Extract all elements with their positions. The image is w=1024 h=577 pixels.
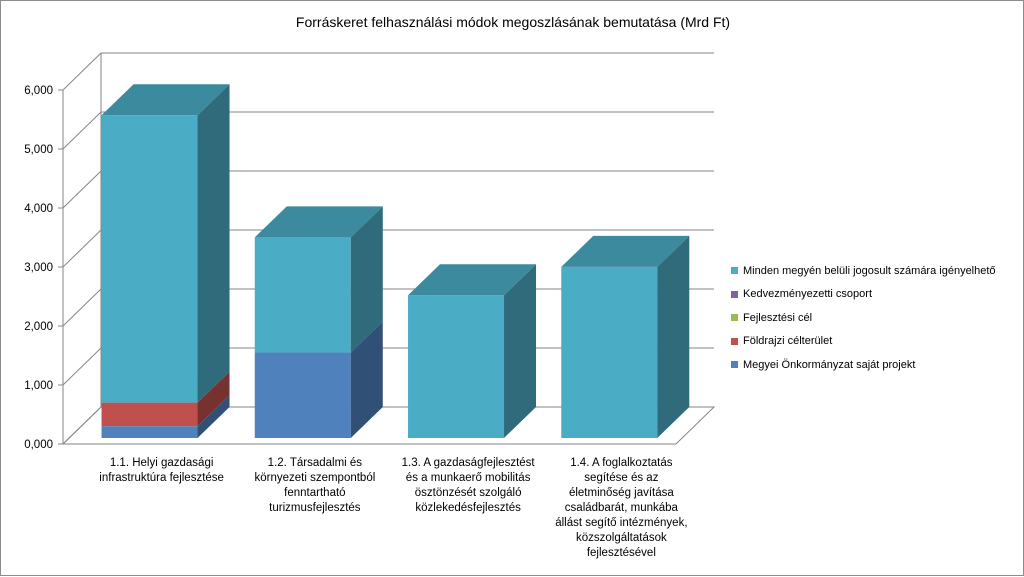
- x-tick-label: 1.2. Társadalmi és környezeti szempontból…: [240, 456, 390, 516]
- y-tick-label: 6,000: [24, 85, 53, 97]
- bar-top: [254, 206, 383, 238]
- bar-top: [101, 84, 230, 116]
- bar-segment: [254, 352, 351, 438]
- legend-item: Földrajzi célterület: [731, 330, 996, 354]
- y-tick-label: 2,000: [24, 321, 53, 333]
- legend-item: Kedvezményezetti csoport: [731, 283, 996, 307]
- legend-swatch: [731, 290, 738, 298]
- gridline-side: [62, 229, 102, 268]
- legend-swatch: [731, 267, 738, 275]
- gridline-side: [62, 347, 102, 386]
- chart-legend: Minden megyén belüli jogosult számára ig…: [731, 259, 996, 377]
- x-tick-label: 1.4. A foglalkoztatás segítése és az életm…: [546, 456, 696, 561]
- x-tick-label-line: közlekedésfejlesztés: [415, 502, 521, 514]
- x-tick-label-line: 1.4. A foglalkoztatás: [570, 457, 673, 469]
- y-tick-label: 5,000: [24, 144, 53, 156]
- gridline-side: [62, 52, 102, 91]
- y-tick-label: 3,000: [24, 262, 53, 274]
- legend-label: Megyei Önkormányzat saját projekt: [743, 358, 916, 371]
- legend-item: Minden megyén belüli jogosult számára ig…: [731, 259, 996, 283]
- bar-top: [561, 235, 690, 267]
- x-tick-label-line: turizmusfejlesztés: [269, 502, 361, 514]
- bar-segment: [408, 295, 505, 438]
- x-tick-label-line: életminőség javítása: [568, 487, 674, 499]
- gridline-side: [62, 288, 102, 327]
- legend-item: Megyei Önkormányzat saját projekt: [731, 353, 996, 377]
- bar-segment-side: [657, 235, 690, 438]
- x-tick-label-line: fejlesztésével: [586, 547, 656, 559]
- y-tick-label: 0,000: [24, 439, 53, 451]
- chart-title: Forráskeret felhasználási módok megoszlá…: [295, 14, 731, 30]
- x-tick-label-line: 1.2. Társadalmi és: [267, 457, 363, 469]
- legend-label: Minden megyén belüli jogosult számára ig…: [743, 264, 996, 277]
- legend-item: Fejlesztési cél: [731, 306, 996, 330]
- x-tick-label-line: segítése és az: [584, 472, 659, 484]
- bar-segment-side: [197, 84, 230, 403]
- legend-swatch: [731, 337, 738, 345]
- x-tick-label-line: családbarát, munkába: [564, 502, 678, 514]
- bar-segment-side: [504, 264, 537, 438]
- y-tick-label: 1,000: [24, 380, 53, 392]
- legend-swatch: [731, 314, 738, 322]
- x-tick-label-line: és a munkaerő mobilitás: [405, 472, 531, 484]
- chart-floor: [61, 406, 716, 445]
- x-tick-label-line: állást segítő intézmények,: [555, 517, 688, 529]
- bar-segment: [101, 115, 198, 403]
- bar-segment: [101, 402, 198, 427]
- x-tick-label-line: infrastruktúra fejlesztése: [99, 472, 224, 484]
- bar-segment-side: [197, 371, 230, 427]
- bar-segment: [101, 426, 198, 438]
- bar-segment-side: [197, 395, 230, 438]
- x-tick-label: 1.1. Helyi gazdasági infrastruktúra fejle…: [87, 456, 237, 486]
- gridline-side: [62, 170, 102, 209]
- y-tick-label: 4,000: [24, 203, 53, 215]
- legend-label: Kedvezményezetti csoport: [743, 288, 873, 301]
- x-tick-label: 1.3. A gazdaságfejlesztést és a munkaerő …: [393, 456, 543, 516]
- legend-label: Fejlesztési cél: [743, 311, 813, 324]
- bar-segment-side: [350, 206, 383, 353]
- x-tick-label-line: környezeti szempontból: [254, 472, 376, 484]
- x-tick-label-line: 1.1. Helyi gazdasági: [109, 457, 214, 469]
- x-tick-label-line: közszolgáltatások: [575, 532, 667, 544]
- gridline-side: [62, 111, 102, 150]
- x-tick-label-line: fenntartható: [284, 487, 346, 499]
- legend-label: Földrajzi célterület: [743, 335, 833, 348]
- bar-segment: [561, 266, 658, 438]
- bar-segment: [254, 237, 351, 353]
- bar-segment-side: [350, 321, 383, 438]
- x-tick-label-line: 1.3. A gazdaságfejlesztést: [401, 457, 535, 469]
- legend-swatch: [731, 361, 738, 369]
- bar-top: [408, 264, 537, 296]
- x-tick-label-line: ösztönzését szolgáló: [414, 487, 522, 499]
